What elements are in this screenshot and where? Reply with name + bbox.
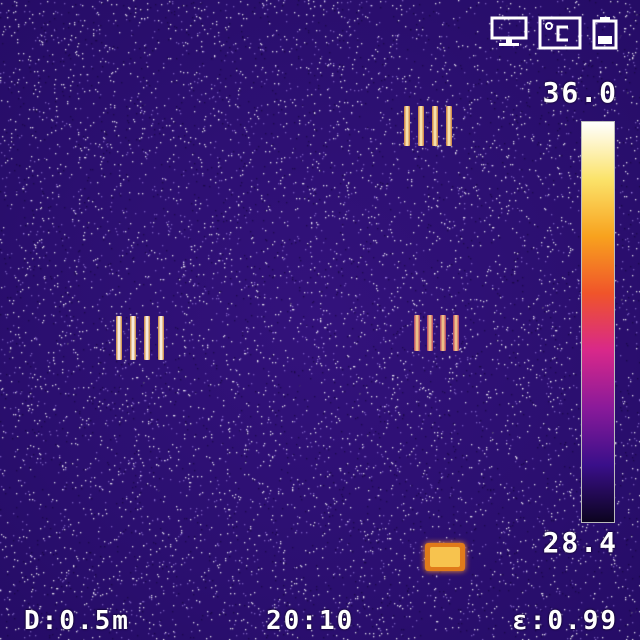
hotspot-bottom: [425, 543, 465, 571]
hotspot-top: [401, 106, 463, 146]
celsius-icon: [538, 16, 582, 50]
temperature-min-label: 28.4: [542, 526, 618, 559]
temperature-colorbar: [581, 121, 615, 523]
clock-readout: 20:10: [266, 606, 355, 636]
distance-readout: D:0.5m: [24, 606, 130, 636]
temperature-max-label: 36.0: [542, 76, 618, 109]
monitor-icon: [490, 16, 528, 46]
hotspot-right: [411, 315, 467, 351]
emissivity-readout: ε:0.99: [512, 606, 618, 636]
hotspot-left: [113, 316, 175, 360]
battery-icon: [592, 17, 618, 50]
